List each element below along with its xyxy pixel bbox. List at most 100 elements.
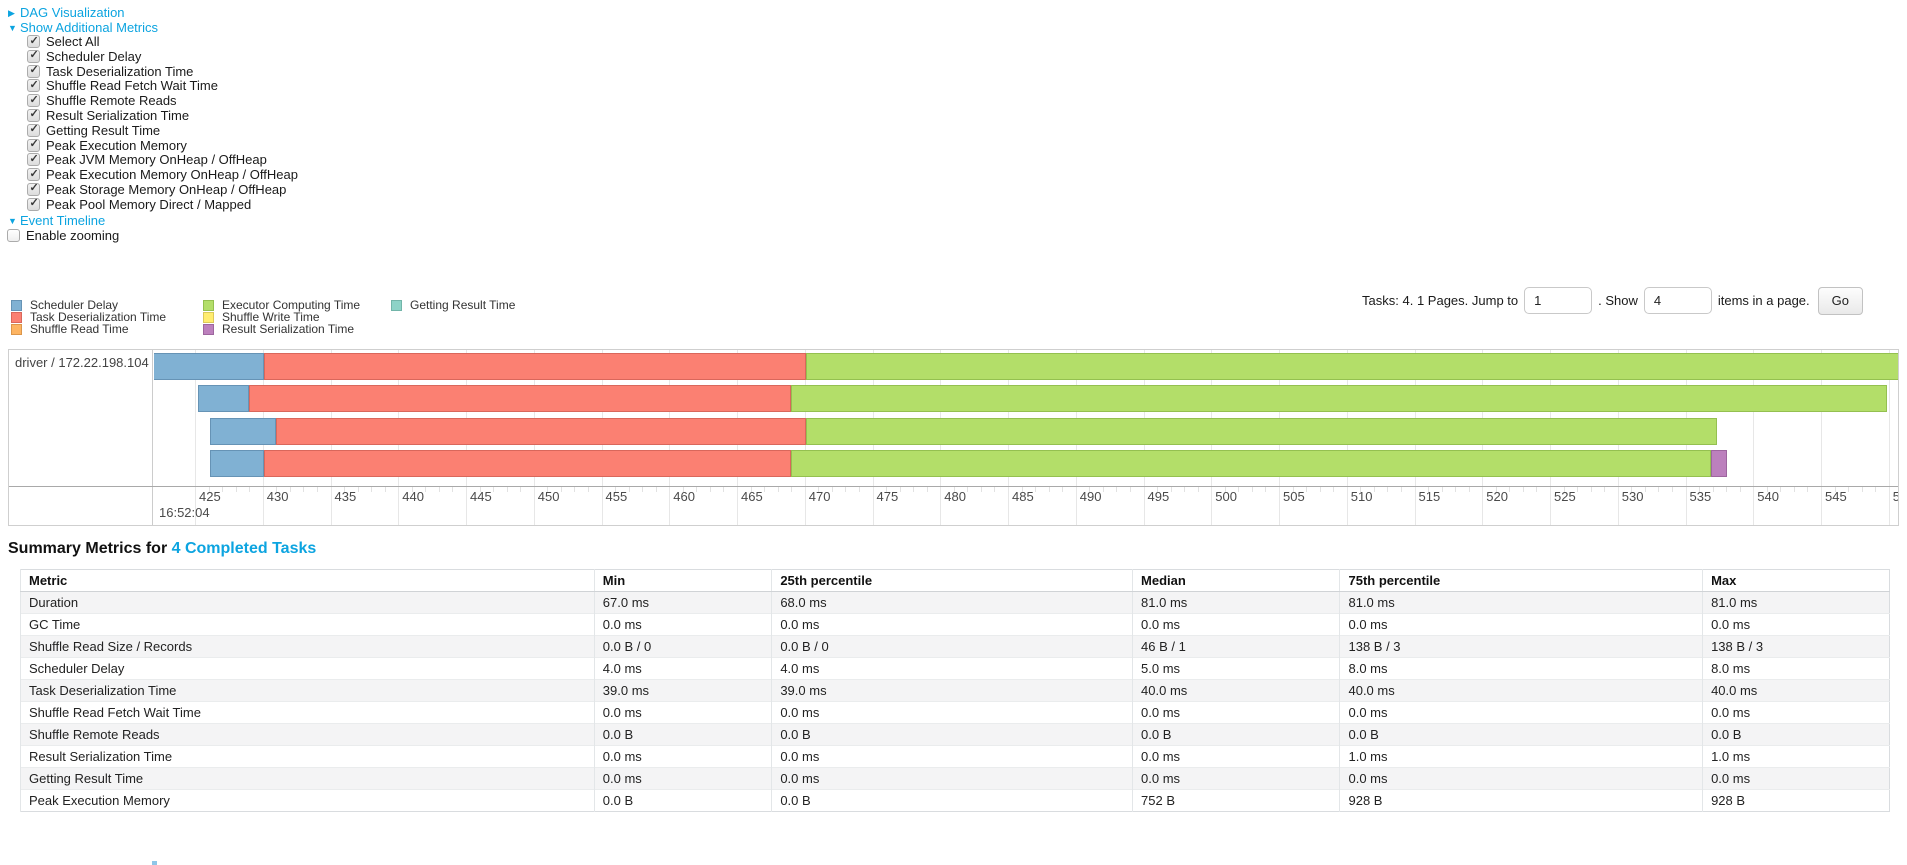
table-cell: 46 B / 1 <box>1132 634 1340 658</box>
axis-minor-tick <box>344 486 346 492</box>
event-timeline-link[interactable]: Event Timeline <box>20 212 106 228</box>
items-per-page-input[interactable] <box>1643 287 1712 315</box>
table-cell: 0.0 ms <box>771 766 1133 790</box>
legend-item: Shuffle Write Time <box>203 310 391 325</box>
axis-tick-label: 495 <box>1147 488 1170 504</box>
axis-minor-tick <box>1726 486 1728 492</box>
table-cell: 1.0 ms <box>1339 744 1703 768</box>
axis-minor-tick <box>452 486 454 492</box>
scheduler-delay-checkbox[interactable] <box>27 49 40 63</box>
shuffle-remote-reads-checkbox[interactable] <box>27 94 40 108</box>
peak-jvm-memory-checkbox[interactable] <box>27 153 40 167</box>
axis-minor-tick <box>1184 486 1186 492</box>
table-cell: 39.0 ms <box>771 678 1133 702</box>
axis-minor-tick <box>222 486 224 492</box>
axis-minor-tick <box>1089 486 1091 492</box>
table-row: Shuffle Read Fetch Wait Time 0.0 ms 0.0 ms… <box>20 700 1890 724</box>
table-cell: 0.0 B / 0 <box>771 634 1133 658</box>
table-cell: 67.0 ms <box>593 590 772 614</box>
table-cell: 0.0 B <box>1339 722 1703 746</box>
select-all-checkbox[interactable] <box>27 35 40 48</box>
axis-minor-tick <box>1035 486 1037 492</box>
checkbox-label: Select All <box>46 34 100 49</box>
checkbox-label: Peak JVM Memory OnHeap / OffHeap <box>46 152 267 168</box>
axis-minor-tick <box>926 486 928 492</box>
axis-minor-tick <box>1224 486 1226 492</box>
table-row: Scheduler Delay 4.0 ms 4.0 ms 5.0 ms 8.0 ms 8… <box>20 656 1890 680</box>
shuffle-read-fetch-wait-time-checkbox[interactable] <box>27 79 40 93</box>
legend-label: Shuffle Write Time <box>222 310 320 325</box>
axis-minor-tick <box>1428 486 1430 492</box>
axis-tick-label: 440 <box>402 488 424 504</box>
timeline-bar-segment <box>209 449 265 477</box>
pagination-prefix-text: Tasks: 4. 1 Pages. Jump to <box>1362 293 1519 309</box>
task-deserialization-time-checkbox[interactable] <box>27 64 40 78</box>
axis-tick-label: 505 <box>1283 488 1305 504</box>
completed-tasks-link[interactable]: 4 Completed Tasks <box>171 539 317 557</box>
show-additional-metrics-link[interactable]: Show Additional Metrics <box>20 20 159 35</box>
axis-tick-label: 485 <box>1012 488 1034 504</box>
legend-swatch-task-deserialization <box>11 311 22 323</box>
pagination-suffix-text: items in a page. <box>1717 293 1810 309</box>
jump-to-page-input[interactable] <box>1524 287 1593 315</box>
legend-swatch-shuffle-write <box>203 311 214 323</box>
go-button[interactable]: Go <box>1817 286 1863 315</box>
timeline-bar-segment <box>264 449 792 477</box>
axis-minor-tick <box>777 486 779 492</box>
axis-minor-tick <box>1793 486 1795 492</box>
table-cell: 0.0 B <box>593 722 772 746</box>
axis-minor-tick <box>1116 486 1118 492</box>
table-cell: Getting Result Time <box>20 766 595 790</box>
metric-checkbox-row: Peak Execution Memory OnHeap / OffHeap <box>27 167 1907 183</box>
dag-visualization-link[interactable]: DAG Visualization <box>20 5 125 20</box>
axis-tick-label: 520 <box>1486 488 1508 504</box>
table-cell: Shuffle Remote Reads <box>20 722 595 746</box>
enable-zooming-checkbox[interactable] <box>7 228 20 242</box>
axis-tick-label: 525 <box>1554 488 1576 504</box>
table-cell: 0.0 ms <box>1339 700 1703 724</box>
legend-swatch-scheduler-delay <box>11 299 22 311</box>
peak-execution-memory-onheap-checkbox[interactable] <box>27 168 40 182</box>
axis-tick-label: 545 <box>1825 488 1847 504</box>
axis-gridline <box>1888 349 1890 525</box>
checkbox-label: Peak Execution Memory OnHeap / OffHeap <box>46 167 298 183</box>
timeline-bar-segment <box>791 449 1712 477</box>
checkbox-label: Task Deserialization Time <box>46 63 194 79</box>
axis-minor-tick <box>1387 486 1389 492</box>
getting-result-time-checkbox[interactable] <box>27 123 40 137</box>
peak-storage-memory-onheap-checkbox[interactable] <box>27 182 40 196</box>
table-row: Peak Execution Memory 0.0 B 0.0 B 752 B 928 … <box>20 788 1890 812</box>
axis-minor-tick <box>655 486 657 492</box>
peak-execution-memory-checkbox[interactable] <box>27 138 40 152</box>
table-cell: 928 B <box>1702 788 1890 812</box>
peak-pool-memory-checkbox[interactable] <box>27 197 40 211</box>
axis-minor-tick <box>1848 486 1850 492</box>
table-cell: 0.0 B <box>771 722 1133 746</box>
timeline-bar-segment <box>249 384 792 412</box>
axis-minor-tick <box>506 486 508 492</box>
table-row: Shuffle Read Size / Records 0.0 B / 0 0.0 … <box>20 634 1890 658</box>
axis-minor-tick <box>1319 486 1321 492</box>
axis-minor-tick <box>1360 486 1362 492</box>
enable-zooming-row: Enable zooming <box>7 228 1907 243</box>
axis-minor-tick <box>316 486 318 492</box>
table-row: Shuffle Remote Reads 0.0 B 0.0 B 0.0 B 0.0 B… <box>20 722 1890 746</box>
axis-minor-tick <box>1644 486 1646 492</box>
axis-minor-tick <box>845 486 847 492</box>
legend-item: Shuffle Read Time <box>11 322 203 336</box>
axis-tick-label: 475 <box>876 488 899 504</box>
table-cell: 752 B <box>1132 788 1340 812</box>
timeline-bar-segment <box>154 352 265 380</box>
axis-minor-tick <box>1631 486 1633 492</box>
result-serialization-time-checkbox[interactable] <box>27 108 40 122</box>
timeline-bar-segment <box>806 352 1898 380</box>
legend-item: Result Serialization Time <box>203 322 391 336</box>
axis-minor-tick <box>1102 486 1104 492</box>
table-cell: 0.0 B <box>593 788 772 812</box>
legend-label: Executor Computing Time <box>222 298 361 313</box>
axis-minor-tick <box>1658 486 1660 492</box>
table-cell: Task Deserialization Time <box>20 678 595 702</box>
table-cell: 0.0 ms <box>1132 744 1340 768</box>
metric-checkbox-row: Peak Storage Memory OnHeap / OffHeap <box>27 182 1907 198</box>
legend-swatch-shuffle-read <box>11 323 22 335</box>
